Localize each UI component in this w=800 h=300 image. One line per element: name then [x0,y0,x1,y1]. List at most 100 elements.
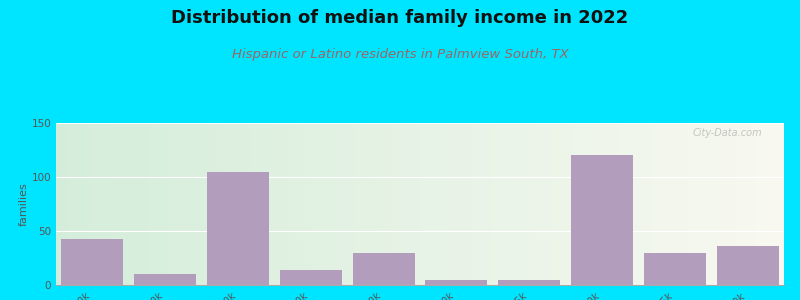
Bar [112,123,114,285]
Bar [258,123,260,285]
Bar [602,123,605,285]
Bar [622,123,624,285]
Bar [699,123,702,285]
Bar [364,123,366,285]
Bar [228,123,230,285]
Bar [301,123,303,285]
Bar [340,123,342,285]
Bar [310,123,314,285]
Bar [255,123,258,285]
Text: City-Data.com: City-Data.com [693,128,762,138]
Bar [63,123,66,285]
Bar [730,123,733,285]
Bar [721,123,723,285]
Bar [371,123,374,285]
Bar [662,123,665,285]
Bar [644,253,706,285]
Bar [291,123,294,285]
Bar [357,123,359,285]
Bar [369,123,371,285]
Bar [129,123,131,285]
Bar [80,123,82,285]
Bar [549,123,551,285]
Bar [175,123,178,285]
Bar [321,123,323,285]
Bar [93,123,95,285]
Bar [148,123,150,285]
Bar [716,123,718,285]
Bar [233,123,235,285]
Bar [566,123,568,285]
Bar [202,123,204,285]
Bar [260,123,262,285]
Bar [449,123,451,285]
Bar [685,123,687,285]
Bar [486,123,488,285]
Bar [750,123,753,285]
Bar [308,123,310,285]
Bar [190,123,192,285]
Bar [178,123,180,285]
Bar [454,123,456,285]
Bar [488,123,490,285]
Bar [350,123,352,285]
Bar [70,123,73,285]
Bar [296,123,298,285]
Bar [318,123,321,285]
Bar [575,123,578,285]
Bar [612,123,614,285]
Bar [678,123,680,285]
Bar [262,123,265,285]
Bar [522,123,524,285]
Bar [180,123,182,285]
Bar [246,123,248,285]
Bar [430,123,432,285]
Bar [755,123,758,285]
Bar [568,123,570,285]
Bar [655,123,658,285]
Bar [56,123,58,285]
Bar [398,123,401,285]
Bar [277,123,279,285]
Bar [333,123,335,285]
Bar [446,123,449,285]
Bar [597,123,599,285]
Bar [432,123,434,285]
Bar [434,123,437,285]
Bar [352,123,354,285]
Bar [173,123,175,285]
Bar [347,123,350,285]
Bar [762,123,765,285]
Bar [426,280,487,285]
Bar [439,123,442,285]
Bar [146,123,148,285]
Bar [735,123,738,285]
Bar [718,123,721,285]
Bar [610,123,612,285]
Bar [274,123,277,285]
Bar [396,123,398,285]
Bar [563,123,566,285]
Bar [328,123,330,285]
Bar [726,123,728,285]
Bar [378,123,381,285]
Bar [61,123,63,285]
Bar [223,123,226,285]
Bar [415,123,418,285]
Bar [98,123,100,285]
Bar [143,123,146,285]
Bar [546,123,549,285]
Bar [478,123,481,285]
Bar [366,123,369,285]
Bar [58,123,61,285]
Bar [289,123,291,285]
Bar [517,123,519,285]
Bar [561,123,563,285]
Bar [500,123,502,285]
Bar [643,123,646,285]
Bar [573,123,575,285]
Bar [767,123,770,285]
Bar [235,123,238,285]
Bar [626,123,629,285]
Bar [738,123,740,285]
